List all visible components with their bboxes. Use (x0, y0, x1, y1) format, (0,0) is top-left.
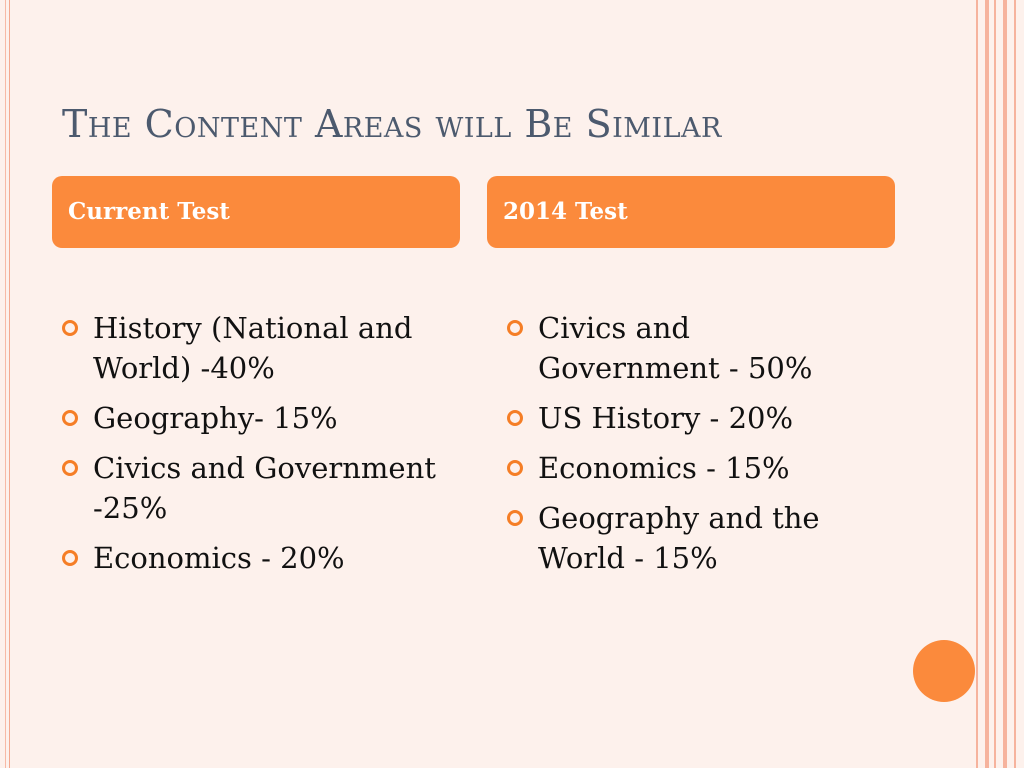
list-item-text: History (National and World) -40% (93, 311, 413, 385)
column-header-current-test: Current Test (52, 176, 460, 248)
orange-circle-icon (913, 640, 975, 702)
list-item-text: US History - 20% (538, 401, 794, 435)
current-test-list: History (National and World) -40% Geogra… (62, 308, 447, 588)
list-item-text: Civics and Government -25% (93, 451, 436, 525)
ring-bullet-icon (507, 510, 523, 526)
list-item: Geography and the World - 15% (507, 498, 862, 578)
ring-bullet-icon (507, 410, 523, 426)
list-item: History (National and World) -40% (62, 308, 447, 388)
ring-bullet-icon (62, 320, 78, 336)
slide-frame-right (976, 0, 1024, 768)
slide-title: The Content Areas will Be Similar (62, 102, 722, 146)
ring-bullet-icon (62, 550, 78, 566)
list-item: Geography- 15% (62, 398, 447, 438)
ring-bullet-icon (507, 460, 523, 476)
slide-frame-left (0, 0, 10, 768)
list-item-text: Economics - 15% (538, 451, 790, 485)
column-header-2014-test: 2014 Test (487, 176, 895, 248)
list-item: Economics - 15% (507, 448, 862, 488)
ring-bullet-icon (507, 320, 523, 336)
list-item-text: Geography- 15% (93, 401, 338, 435)
list-item-text: Economics - 20% (93, 541, 345, 575)
list-item: Civics and Government - 50% (507, 308, 862, 388)
list-item: US History - 20% (507, 398, 862, 438)
list-item: Civics and Government -25% (62, 448, 447, 528)
ring-bullet-icon (62, 460, 78, 476)
2014-test-list: Civics and Government - 50% US History -… (507, 308, 862, 588)
list-item-text: Civics and Government - 50% (538, 311, 813, 385)
ring-bullet-icon (62, 410, 78, 426)
list-item-text: Geography and the World - 15% (538, 501, 820, 575)
list-item: Economics - 20% (62, 538, 447, 578)
